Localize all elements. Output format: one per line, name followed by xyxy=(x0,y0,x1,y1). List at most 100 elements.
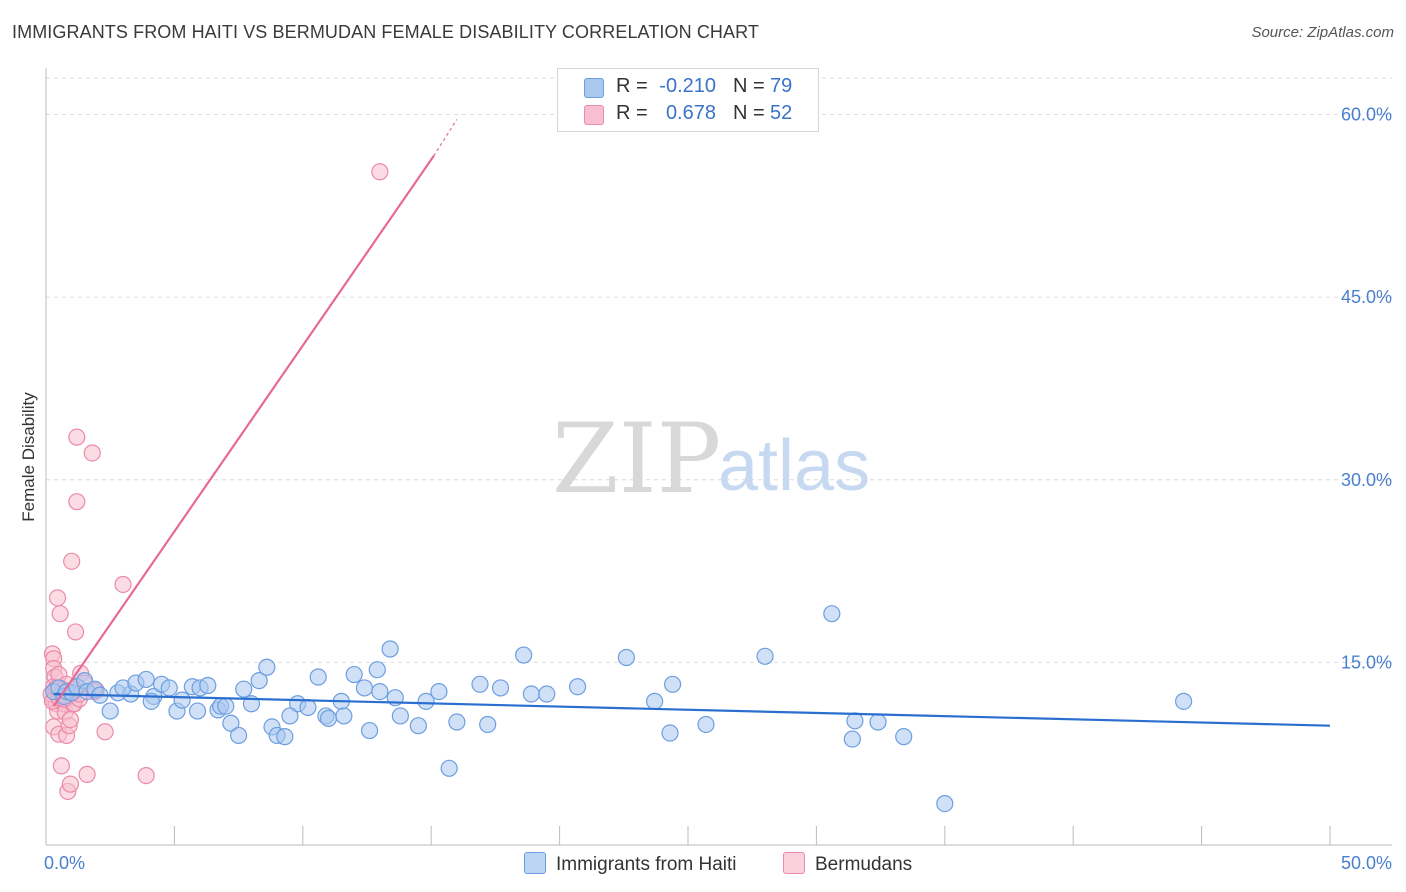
data-point xyxy=(319,709,338,727)
data-point xyxy=(869,713,887,731)
data-point xyxy=(823,605,841,623)
tick-labels: 15.0% 30.0% 45.0% 60.0% 0.0% 50.0% xyxy=(44,105,1392,873)
legend-r-label: R = xyxy=(616,75,648,97)
legend-label-bermudans: Bermudans xyxy=(815,854,913,875)
data-point xyxy=(48,589,67,607)
data-point xyxy=(160,679,178,697)
y-tick-label: 45.0% xyxy=(1341,287,1392,307)
data-point xyxy=(173,691,191,709)
data-point xyxy=(491,679,510,697)
data-point xyxy=(276,728,294,746)
data-point xyxy=(68,428,86,446)
data-point xyxy=(371,163,389,181)
legend-n-value: 79 xyxy=(770,75,793,97)
data-point xyxy=(355,679,374,697)
data-point xyxy=(522,685,540,703)
data-point xyxy=(479,715,497,734)
data-point xyxy=(199,676,217,695)
data-point xyxy=(63,552,81,570)
legend-swatch-bermudans xyxy=(783,852,805,874)
data-point xyxy=(188,702,207,720)
trend-line-extension xyxy=(433,119,458,157)
data-point xyxy=(409,717,427,735)
data-point xyxy=(61,711,79,729)
data-point xyxy=(515,646,533,664)
data-point xyxy=(538,685,556,703)
data-point xyxy=(846,712,864,730)
data-point xyxy=(661,724,679,742)
trend-line-haiti xyxy=(53,692,1331,727)
data-point xyxy=(299,698,317,717)
data-point xyxy=(568,678,587,696)
data-point xyxy=(697,715,715,734)
data-point xyxy=(345,665,363,684)
data-point xyxy=(646,692,664,710)
data-point xyxy=(391,707,409,725)
grid-lines xyxy=(46,77,1392,663)
data-point xyxy=(96,723,114,741)
legend-swatch-haiti xyxy=(584,78,604,98)
data-point xyxy=(368,661,386,679)
data-point xyxy=(381,640,399,658)
bottom-legend-haiti: Immigrants from Haiti xyxy=(524,852,737,876)
x-tick-label: 50.0% xyxy=(1341,853,1392,873)
data-point xyxy=(335,707,353,725)
watermark: ZIP atlas xyxy=(552,403,870,515)
data-point xyxy=(51,605,69,623)
data-point xyxy=(281,707,299,725)
axes xyxy=(45,68,1392,846)
legend-r-label: R = xyxy=(616,102,648,124)
y-tick-label: 30.0% xyxy=(1341,470,1392,490)
legend-swatch-haiti xyxy=(524,852,546,874)
bottom-legend-bermudans: Bermudans xyxy=(783,852,912,876)
data-point xyxy=(61,775,79,793)
data-point xyxy=(360,721,379,740)
legend-n-label: N = xyxy=(733,102,765,124)
watermark-zip: ZIP xyxy=(552,403,721,515)
legend-n-value: 52 xyxy=(770,102,793,124)
data-point xyxy=(250,672,268,690)
data-point xyxy=(617,648,635,667)
data-point xyxy=(936,795,954,813)
data-point xyxy=(471,675,489,693)
watermark-atlas: atlas xyxy=(718,426,870,506)
data-point xyxy=(83,444,101,462)
data-point xyxy=(430,682,448,701)
legend-row-haiti: R = -0.210 N = 79 xyxy=(558,73,818,101)
data-point xyxy=(756,647,774,665)
series-haiti xyxy=(45,605,1193,813)
data-point xyxy=(843,730,861,748)
chart-title: IMMIGRANTS FROM HAITI VS BERMUDAN FEMALE… xyxy=(12,22,759,42)
data-point xyxy=(258,658,276,676)
data-point xyxy=(235,680,253,698)
source-label: Source: ZipAtlas.com xyxy=(1251,24,1394,41)
data-point xyxy=(52,757,71,775)
data-point xyxy=(78,765,96,783)
data-point xyxy=(68,493,86,511)
data-point xyxy=(417,692,435,710)
x-tick-label: 0.0% xyxy=(44,853,85,873)
data-point xyxy=(230,726,248,745)
data-point xyxy=(101,702,119,720)
correlation-legend: R = -0.210 N = 79 R = 0.678 N = 52 xyxy=(557,68,819,132)
data-point xyxy=(895,728,913,746)
trend-line-bermudans xyxy=(52,155,435,707)
y-axis-label: Female Disability xyxy=(19,392,38,522)
legend-n-label: N = xyxy=(733,75,765,97)
data-point xyxy=(448,713,466,731)
legend-r-value: -0.210 xyxy=(659,75,716,97)
legend-label-haiti: Immigrants from Haiti xyxy=(556,854,737,875)
trend-lines xyxy=(52,119,1331,727)
data-point xyxy=(222,714,240,732)
legend-swatch-bermudans xyxy=(584,105,604,125)
y-tick-label: 60.0% xyxy=(1341,105,1392,125)
data-point xyxy=(217,697,235,715)
y-tick-label: 15.0% xyxy=(1341,652,1392,672)
data-point xyxy=(440,759,458,777)
data-point xyxy=(66,623,85,641)
data-point xyxy=(137,670,155,689)
data-point xyxy=(663,675,682,693)
data-point xyxy=(371,682,389,701)
legend-r-value: 0.678 xyxy=(665,102,716,124)
